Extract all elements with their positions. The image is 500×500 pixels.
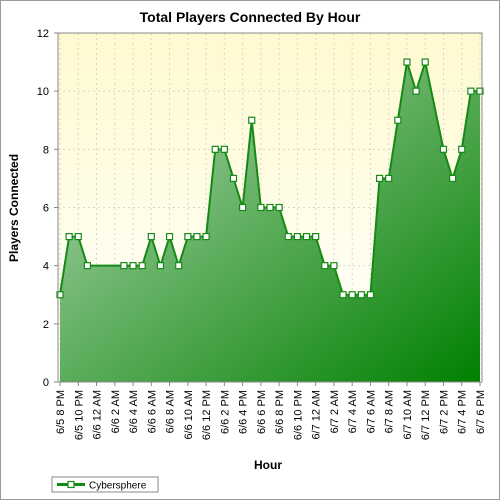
x-tick-label: 6/7 12 PM (420, 390, 432, 440)
y-tick-label: 4 (43, 261, 49, 273)
data-point (439, 145, 448, 153)
data-point (357, 291, 365, 299)
data-point (184, 232, 192, 241)
data-point (385, 174, 393, 183)
x-tick-label: 6/7 10 AM (402, 390, 414, 440)
y-tick-label: 8 (43, 144, 49, 156)
y-tick-label: 6 (43, 203, 49, 215)
data-point (403, 58, 411, 66)
x-axis-label: Hour (254, 458, 282, 472)
data-point (458, 145, 466, 153)
data-point (147, 232, 155, 241)
x-tick-label: 6/6 4 AM (128, 390, 140, 433)
y-tick-label: 10 (37, 86, 49, 98)
x-tick-label: 6/6 2 AM (110, 390, 122, 433)
data-point (275, 203, 283, 212)
legend-box (51, 476, 159, 493)
y-tick-label: 2 (43, 319, 49, 331)
data-point (421, 58, 429, 66)
data-point (120, 262, 128, 270)
data-point (83, 262, 91, 270)
x-tick-label: 6/6 6 AM (146, 390, 158, 433)
x-tick-label: 6/6 10 AM (183, 390, 195, 440)
data-point (467, 87, 475, 95)
chart-title: Total Players Connected By Hour (140, 9, 361, 25)
data-point (239, 203, 247, 212)
y-axis-ticks: 0 2 4 6 8 10 12 (37, 28, 58, 389)
data-point (129, 262, 137, 270)
x-tick-label: 6/7 6 PM (475, 390, 487, 434)
x-tick-label: 6/7 4 AM (347, 390, 359, 433)
x-tick-label: 6/5 8 PM (55, 390, 67, 434)
data-point (138, 262, 146, 270)
data-point (348, 291, 356, 299)
data-point (257, 203, 265, 212)
data-point (302, 232, 311, 241)
data-point (165, 232, 174, 241)
data-point (193, 232, 201, 241)
y-axis-label: Players Connected (7, 154, 21, 262)
data-point (312, 232, 320, 241)
x-tick-label: 6/6 6 PM (256, 390, 268, 434)
x-tick-label: 6/6 8 PM (274, 390, 286, 434)
x-tick-label: 6/7 6 AM (365, 390, 377, 433)
data-point (220, 145, 228, 153)
x-tick-label: 6/6 2 PM (219, 390, 231, 434)
x-tick-label: 6/6 12 PM (201, 390, 213, 440)
x-tick-label: 6/6 8 AM (165, 390, 177, 433)
data-point (266, 203, 274, 212)
data-point (65, 232, 73, 241)
data-point (248, 116, 256, 124)
legend: Cybersphere (51, 476, 159, 493)
x-tick-label: 6/6 4 PM (238, 390, 250, 434)
data-point (330, 262, 338, 270)
x-tick-label: 6/6 10 PM (292, 390, 304, 440)
data-point (412, 87, 420, 95)
x-tick-label: 6/7 8 AM (384, 390, 396, 433)
data-point (449, 174, 457, 183)
area-fill (60, 62, 480, 382)
data-point (339, 291, 347, 299)
data-point (156, 262, 165, 270)
data-area (60, 62, 480, 382)
data-markers (56, 58, 484, 299)
data-point (175, 262, 183, 270)
data-point (56, 291, 64, 299)
legend-marker-swatch (67, 480, 75, 489)
data-point (366, 291, 375, 299)
legend-entry-cybersphere: Cybersphere (89, 481, 147, 492)
data-point (211, 145, 219, 153)
y-tick-label: 12 (37, 28, 49, 40)
data-point (476, 87, 484, 95)
data-point (321, 262, 329, 270)
data-point (375, 174, 384, 183)
x-axis-ticks: 6/5 8 PM 6/5 10 PM 6/6 12 AM 6/6 2 AM 6/6 4 … (55, 382, 487, 440)
data-point (293, 232, 301, 241)
x-tick-label: 6/7 12 AM (311, 390, 323, 440)
x-tick-label: 6/7 4 PM (457, 390, 469, 434)
data-point (284, 232, 292, 241)
x-tick-label: 6/6 12 AM (92, 390, 104, 440)
x-tick-label: 6/7 2 AM (329, 390, 341, 433)
data-point (74, 232, 82, 241)
y-tick-label: 0 (43, 377, 49, 389)
data-point (394, 116, 402, 124)
data-point (202, 232, 210, 241)
x-tick-label: 6/7 2 PM (438, 390, 450, 434)
data-point (229, 174, 238, 183)
x-tick-label: 6/5 10 PM (73, 390, 85, 440)
